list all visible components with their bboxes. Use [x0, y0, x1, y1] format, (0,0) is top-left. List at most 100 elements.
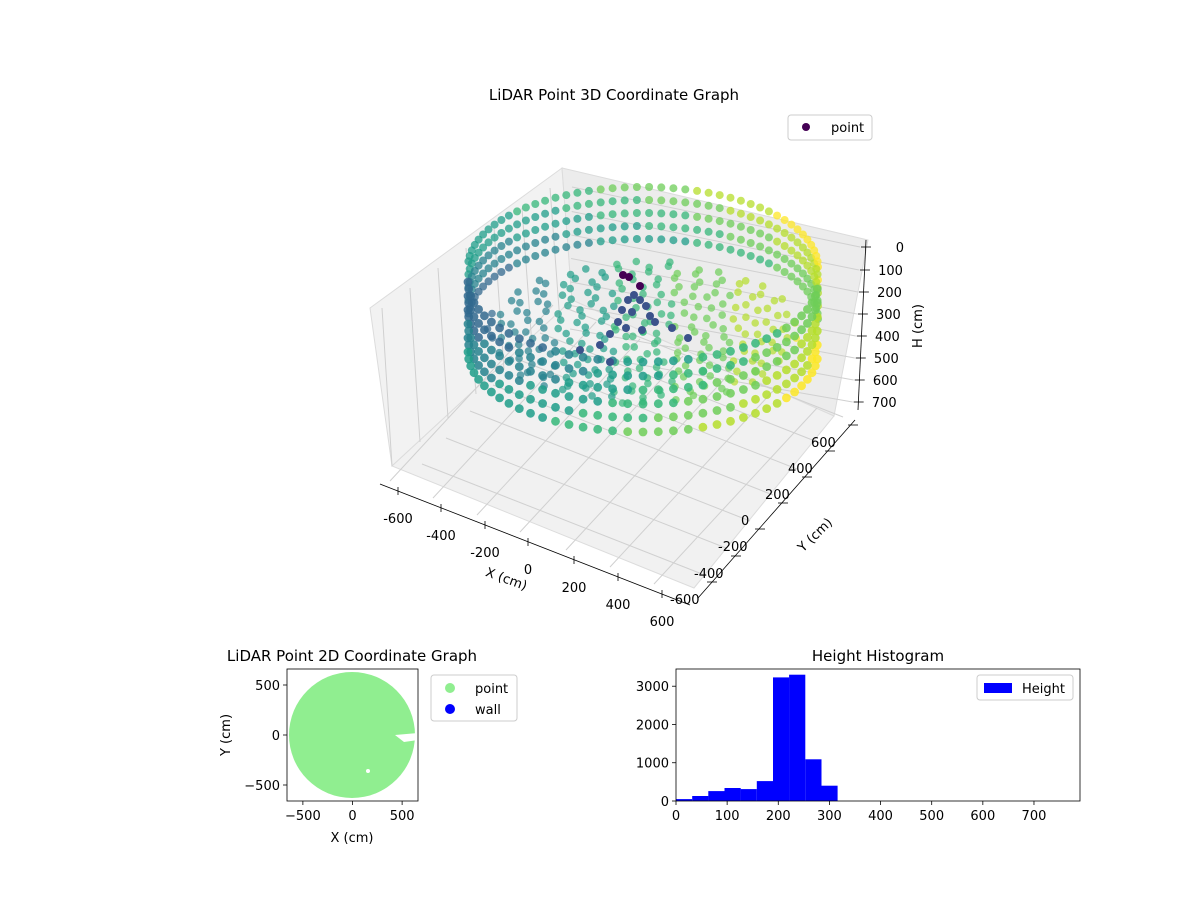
cloud-point	[657, 209, 666, 218]
y-tick-label-2d: 0	[272, 729, 280, 744]
cloud-point	[504, 385, 514, 394]
cloud-point	[608, 398, 617, 408]
legend-2d-wall-label: wall	[475, 703, 501, 718]
cloud-point	[480, 381, 489, 391]
cloud-point	[474, 333, 483, 342]
histogram-bar	[708, 791, 725, 801]
cloud-point	[764, 259, 773, 268]
cloud-point	[681, 198, 690, 207]
hist-y-tick-label: 1000	[636, 757, 669, 772]
cloud-point	[758, 282, 767, 290]
cloud-point	[573, 214, 582, 223]
cloud-point	[587, 300, 595, 308]
cloud-point	[495, 323, 504, 333]
cloud-point	[608, 392, 616, 401]
cloud-point	[645, 209, 654, 217]
cloud-point	[608, 426, 617, 436]
cloud-point	[464, 354, 474, 364]
cloud-point	[532, 287, 540, 295]
cloud-point	[807, 354, 817, 364]
cloud-point	[712, 378, 722, 387]
x-tick-label-2d: 0	[348, 809, 356, 824]
cloud-point	[726, 416, 735, 426]
y-axis-line	[697, 419, 856, 599]
cloud-point	[807, 312, 817, 322]
cloud-point	[593, 283, 601, 291]
cloud-point	[608, 184, 617, 193]
cloud-point	[683, 396, 693, 406]
cloud-point	[632, 222, 641, 230]
cloud-point	[480, 339, 489, 349]
cloud-point	[726, 206, 735, 215]
cloud-point	[513, 233, 522, 242]
cloud-point	[733, 367, 741, 376]
cloud-point	[780, 242, 789, 250]
cloud-point	[681, 361, 690, 370]
cloud-point	[487, 317, 496, 327]
cloud-point	[578, 422, 588, 432]
cloud-point	[762, 376, 772, 385]
cloud-point	[739, 385, 748, 394]
cloud-point	[614, 296, 622, 305]
y-ticks-3d: -600 -400 -200 0 200 400 600	[670, 424, 858, 608]
cloud-point	[807, 368, 817, 378]
cloud-point	[521, 242, 530, 251]
cloud-point	[748, 293, 757, 301]
cloud-point	[739, 357, 748, 366]
z-tick-label-3d: 100	[878, 264, 903, 279]
cloud-point	[780, 229, 789, 237]
cloud-point	[496, 310, 505, 319]
cloud-point	[582, 329, 590, 337]
cloud-point	[643, 350, 651, 358]
cloud-point	[657, 310, 666, 318]
cloud-point	[588, 392, 596, 400]
cloud-point	[703, 314, 711, 323]
cloud-point	[546, 370, 555, 379]
grid-line-3d	[539, 332, 821, 444]
cloud-point	[562, 191, 571, 200]
x-ticks-3d: -600 -400 -200 0 200 400 600	[383, 487, 674, 630]
cloud-point	[495, 393, 504, 403]
cloud-point	[782, 351, 791, 361]
cloud-point	[680, 298, 689, 307]
cloud-point	[638, 413, 648, 423]
cloud-point	[504, 263, 513, 272]
cloud-point	[521, 216, 530, 225]
cloud-point	[715, 217, 724, 226]
cloud-point	[593, 354, 603, 364]
cloud-point	[689, 292, 697, 301]
cloud-point	[497, 242, 506, 250]
cloud-point	[736, 209, 745, 218]
cloud-point	[670, 288, 679, 297]
cloud-point	[666, 258, 674, 267]
cloud-point	[712, 364, 722, 373]
cloud-point	[490, 272, 499, 281]
cloud-point	[650, 339, 659, 348]
cloud-point	[495, 337, 504, 347]
cloud-point	[615, 279, 624, 287]
cloud-point	[646, 312, 654, 320]
cloud-point	[787, 220, 796, 229]
cloud-point	[484, 238, 493, 247]
cloud-point	[636, 282, 644, 290]
cloud-point	[479, 256, 488, 265]
cloud-point	[632, 235, 641, 243]
cloud-point	[463, 277, 473, 287]
z-axis-line	[857, 239, 867, 411]
cloud-point	[797, 381, 806, 391]
cloud-point	[596, 198, 605, 207]
cloud-point	[787, 246, 796, 255]
cloud-point	[712, 280, 721, 288]
cloud-point	[669, 210, 678, 219]
cloud-point	[516, 298, 524, 307]
cloud-point	[526, 380, 535, 390]
cloud-point	[746, 213, 755, 221]
cloud-point	[474, 319, 483, 328]
cloud-point	[657, 235, 666, 244]
cloud-point	[564, 378, 574, 387]
cloud-point	[810, 319, 820, 329]
cloud-point	[797, 311, 806, 321]
cloud-point	[488, 309, 496, 318]
cloud-point	[741, 277, 750, 285]
z-tick-label-3d: 500	[874, 352, 899, 367]
